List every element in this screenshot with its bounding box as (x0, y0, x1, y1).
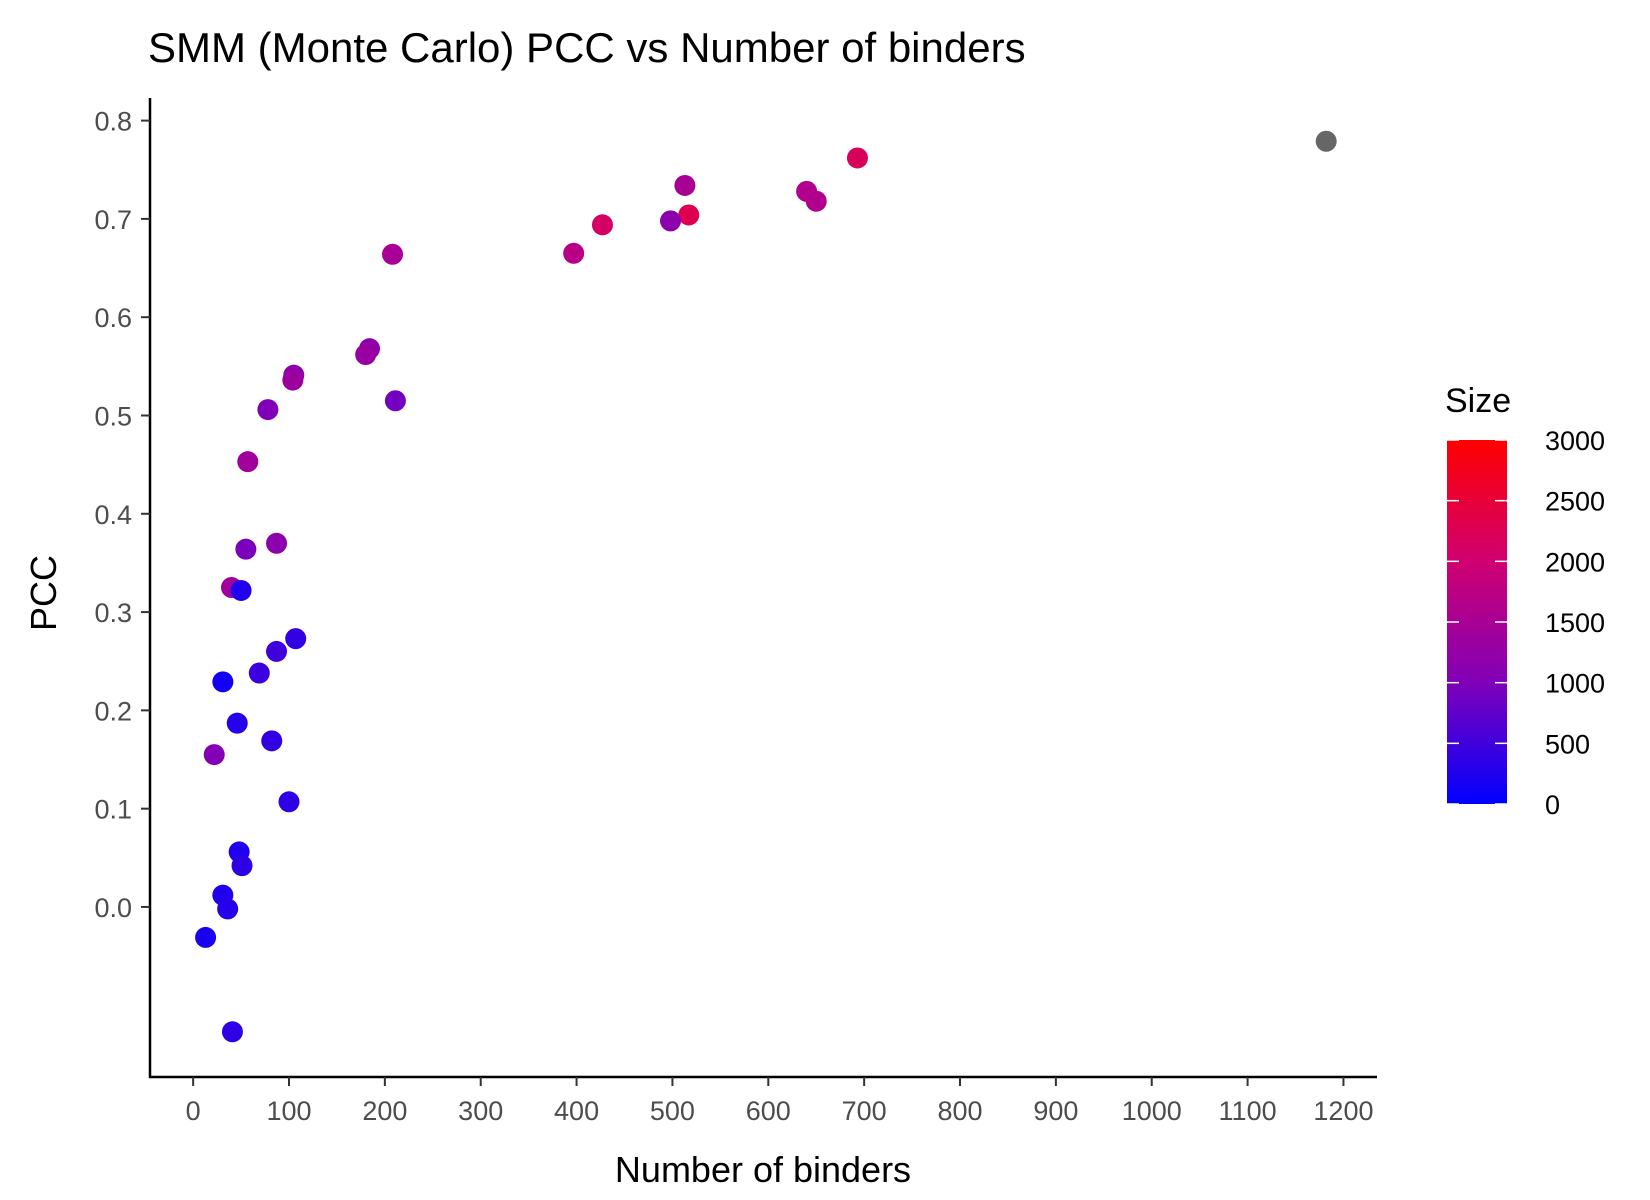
data-point (678, 204, 700, 226)
data-point (563, 242, 585, 264)
data-point (231, 855, 253, 877)
data-point (674, 174, 696, 196)
legend-breaks: 0 500 1000 1500 2000 2500 3000 (1447, 426, 1605, 820)
legend: Size 0 500 1000 1500 2000 2500 3000 (1445, 382, 1605, 820)
data-point (382, 243, 404, 265)
data-point (384, 390, 406, 412)
data-point (203, 744, 225, 766)
data-point (282, 369, 304, 391)
x-tick-label: 0 (186, 1096, 201, 1126)
y-tick-label: 0.1 (94, 795, 132, 825)
y-tick-label: 0.7 (94, 205, 132, 235)
data-point (261, 730, 283, 752)
y-tick-label: 0.2 (94, 696, 132, 726)
x-tick-label: 300 (458, 1096, 503, 1126)
x-axis-ticks: 0 100 200 300 400 500 600 700 800 900 1000 1100 1200 (186, 1077, 1373, 1126)
y-tick-label: 0.5 (94, 401, 132, 431)
legend-break-label: 2500 (1545, 487, 1605, 517)
x-tick-label: 600 (746, 1096, 791, 1126)
data-point (221, 1021, 243, 1043)
data-point (230, 579, 252, 601)
data-point (248, 662, 270, 684)
y-tick-label: 0.3 (94, 598, 132, 628)
data-points (195, 130, 1337, 1043)
data-point (1315, 130, 1337, 152)
x-axis-title: Number of binders (615, 1149, 911, 1190)
x-tick-label: 1200 (1313, 1096, 1373, 1126)
data-point (805, 190, 827, 212)
x-tick-label: 500 (650, 1096, 695, 1126)
data-point (591, 214, 613, 236)
data-point (237, 451, 259, 473)
data-point (660, 210, 682, 232)
data-point (266, 640, 288, 662)
plot-area (195, 130, 1337, 1043)
legend-break-label: 500 (1545, 729, 1590, 759)
y-tick-label: 0.8 (94, 107, 132, 137)
data-point (226, 712, 248, 734)
x-tick-label: 800 (937, 1096, 982, 1126)
data-point (257, 399, 279, 421)
x-tick-label: 100 (266, 1096, 311, 1126)
data-point (846, 147, 868, 169)
legend-break-label: 0 (1545, 790, 1560, 820)
legend-break-label: 1000 (1545, 669, 1605, 699)
x-tick-label: 700 (842, 1096, 887, 1126)
data-point (212, 671, 234, 693)
data-point (235, 538, 257, 560)
legend-title: Size (1445, 382, 1511, 420)
y-tick-label: 0.4 (94, 500, 132, 530)
legend-break-label: 1500 (1545, 608, 1605, 638)
y-tick-label: 0.0 (94, 893, 132, 923)
y-tick-label: 0.6 (94, 303, 132, 333)
x-tick-label: 400 (554, 1096, 599, 1126)
y-axis-title: PCC (23, 555, 64, 631)
x-tick-label: 200 (362, 1096, 407, 1126)
y-axis-ticks: 0.0 0.1 0.2 0.3 0.4 0.5 0.6 0.7 0.8 (94, 107, 150, 923)
x-tick-label: 1000 (1122, 1096, 1182, 1126)
data-point (278, 791, 300, 813)
legend-break-label: 2000 (1545, 547, 1605, 577)
data-point (195, 926, 217, 948)
chart-title: SMM (Monte Carlo) PCC vs Number of binde… (148, 24, 1026, 71)
x-tick-label: 1100 (1219, 1096, 1277, 1126)
legend-break-label: 3000 (1545, 426, 1605, 456)
data-point (285, 628, 307, 650)
data-point (355, 344, 377, 366)
x-tick-label: 900 (1033, 1096, 1078, 1126)
data-point (266, 532, 288, 554)
data-point (217, 898, 239, 920)
